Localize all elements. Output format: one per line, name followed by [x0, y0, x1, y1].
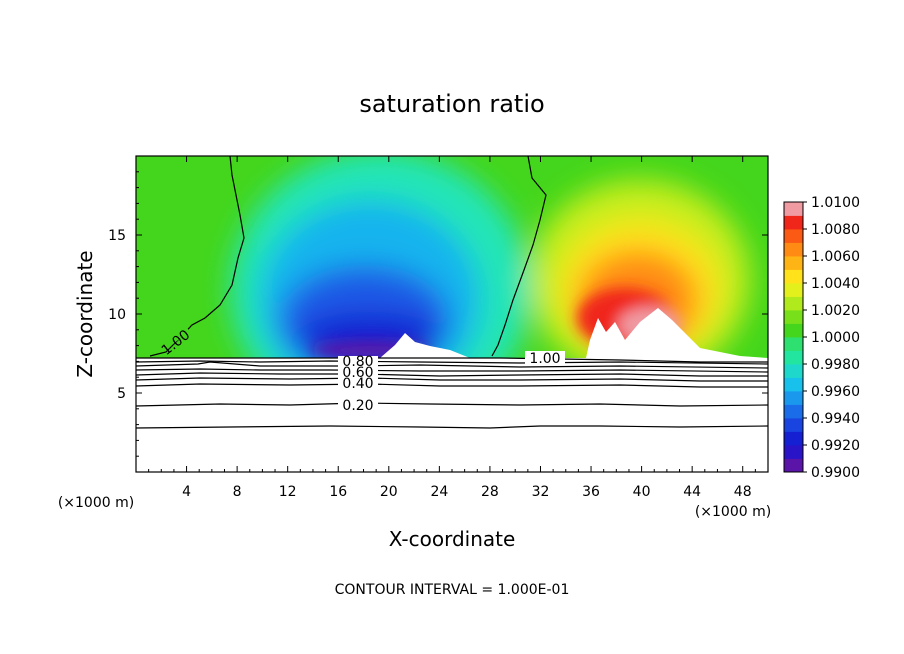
- contour-label-0.20: 0.20: [342, 398, 373, 414]
- x-tick-label: 16: [329, 484, 347, 500]
- colorbar-label: 0.9920: [811, 438, 860, 454]
- colorbar-swatch: [784, 215, 803, 230]
- x-axis-ticks: 4 8 12 16 20 24 28 32 36 40 44 48: [148, 156, 756, 500]
- x-tick-label: 8: [233, 484, 242, 500]
- colorbar-swatch: [784, 431, 803, 446]
- colorbar-swatch: [784, 229, 803, 243]
- colorbar-swatch: [784, 256, 803, 270]
- colorbar-swatch: [784, 310, 803, 324]
- x-axis-title: X-coordinate: [389, 527, 516, 551]
- colorbar-swatch: [784, 202, 803, 216]
- contour-line-0.80: [136, 372, 768, 377]
- colorbar-swatch: [784, 296, 803, 311]
- colorbar-label: 0.9940: [811, 411, 860, 427]
- colorbar-swatch: [784, 391, 803, 405]
- colorbar-label: 1.0100: [811, 195, 860, 211]
- x-tick-label: 4: [182, 484, 191, 500]
- x-tick-label: 36: [582, 484, 600, 500]
- y-tick-label: 5: [117, 386, 126, 402]
- colorbar-swatch: [784, 242, 803, 257]
- contour-line-0.60: [136, 377, 768, 382]
- colorbar-swatch: [784, 323, 803, 338]
- colorbar-label: 1.0000: [811, 330, 860, 346]
- surface-void: [136, 308, 768, 472]
- colorbar-labels: 1.0100 1.0080 1.0060 1.0040 1.0020 1.0000 0.99…: [803, 195, 860, 481]
- contour-label-1.00-right: 1.00: [529, 351, 560, 367]
- x-tick-label: 44: [683, 484, 701, 500]
- colorbar-label: 1.0020: [811, 303, 860, 319]
- heatmap-field: [136, 156, 768, 472]
- y-axis-unit: (×1000 m): [58, 495, 134, 511]
- colorbar-swatch: [784, 350, 803, 365]
- colorbar-swatch: [784, 445, 803, 459]
- contour-labels: 1.00 1.00 0.80 0.60 0.40 0.20: [157, 320, 565, 414]
- y-tick-label: 15: [108, 228, 126, 244]
- x-tick-label: 40: [633, 484, 651, 500]
- x-axis-unit: (×1000 m): [695, 504, 771, 520]
- x-tick-label: 32: [532, 484, 550, 500]
- contour-line-1.00-right: [491, 156, 547, 357]
- contour-interval-note: CONTOUR INTERVAL = 1.000E-01: [335, 582, 570, 598]
- x-tick-label: 28: [481, 484, 499, 500]
- contour-label-0.40: 0.40: [342, 376, 373, 392]
- contour-line-bottom: [136, 425, 768, 429]
- colorbar-swatch: [784, 364, 803, 378]
- colorbar-label: 1.0040: [811, 276, 860, 292]
- contour-line-0.20: [136, 402, 768, 407]
- x-tick-label: 20: [380, 484, 398, 500]
- y-axis-title: Z-coordinate: [73, 250, 97, 377]
- contour-label-0.80: 0.80: [342, 354, 373, 370]
- chart-title: saturation ratio: [359, 90, 544, 118]
- contour-label-0.60: 0.60: [342, 365, 373, 381]
- y-axis-ticks: 5 10 15: [108, 171, 768, 457]
- colorbar-swatch: [784, 458, 803, 473]
- colorbar-label: 0.9980: [811, 357, 860, 373]
- x-tick-label: 12: [279, 484, 297, 500]
- colorbar-label: 1.0080: [811, 222, 860, 238]
- y-tick-label: 10: [108, 307, 126, 323]
- x-tick-label: 48: [734, 484, 752, 500]
- colorbar-label: 0.9960: [811, 384, 860, 400]
- contour-line-0.40: [136, 383, 768, 388]
- colorbar-swatch: [784, 377, 803, 392]
- colorbar-swatches: [784, 202, 803, 473]
- colorbar-swatch: [784, 404, 803, 419]
- x-tick-label: 24: [430, 484, 448, 500]
- colorbar-swatch: [784, 418, 803, 432]
- colorbar-swatch: [784, 283, 803, 297]
- colorbar-label: 1.0060: [811, 249, 860, 265]
- colorbar: 1.0100 1.0080 1.0060 1.0040 1.0020 1.0000 0.99…: [783, 195, 860, 481]
- colorbar-swatch: [784, 337, 803, 351]
- colorbar-label: 0.9900: [811, 465, 860, 481]
- colorbar-swatch: [784, 269, 803, 284]
